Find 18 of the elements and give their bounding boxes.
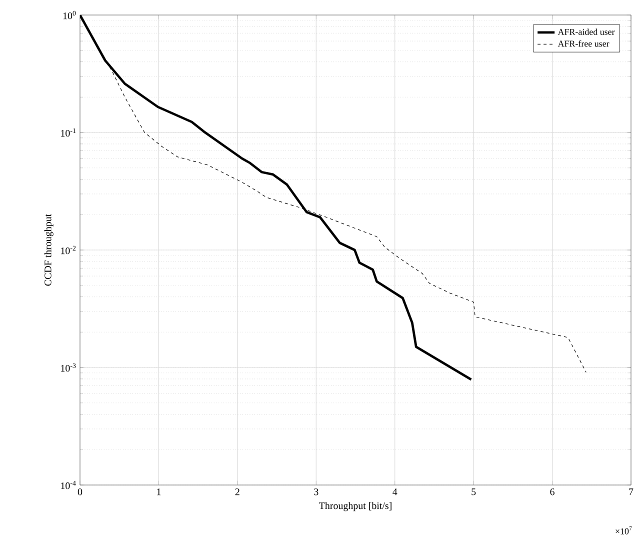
x-tick-label: 5 [472,488,476,496]
x-tick-label: 4 [392,488,398,496]
y-tick-label: 10$^{0}$ [63,10,76,20]
y-tick-label: 10$^{-1}$ [61,128,76,137]
x-tick-label: 2 [235,488,240,496]
x-tick-label: 3 [314,488,318,496]
legend-label: AFR-free user [558,40,610,47]
y-axis-title: CCDF throughput [44,214,54,286]
legend-label: AFR-aided user [558,28,615,35]
y-tick-label: 10$^{-3}$ [61,363,76,372]
x-axis-title: Throughput [bit/s] [319,502,392,512]
text: ×10$^{7}$ [616,526,632,534]
x-tick-label: 7 [629,488,634,496]
y-tick-label: 10$^{-2}$ [61,246,76,254]
x-tick-label: 6 [550,488,554,496]
x-tick-label: 1 [157,488,161,496]
y-tick-label: 10$^{-4}$ [61,480,76,490]
x-tick-label: 0 [78,488,82,496]
